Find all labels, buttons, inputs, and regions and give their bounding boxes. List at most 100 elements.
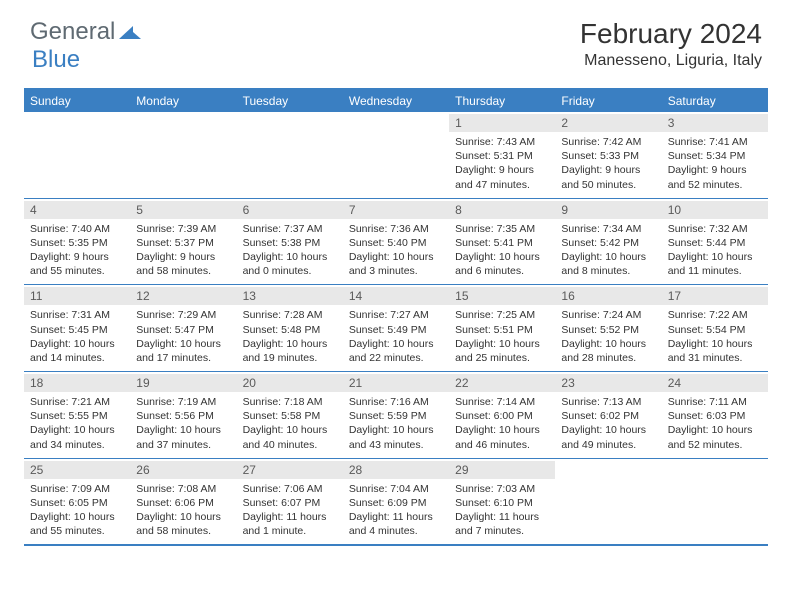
day-cell: 15Sunrise: 7:25 AMSunset: 5:51 PMDayligh… <box>449 285 555 371</box>
day-cell: 20 Sunrise: 7:18 AMSunset: 5:58 PMDayligh… <box>237 372 343 458</box>
day-number: 7 <box>343 201 449 219</box>
day-cell: 24 Sunrise: 7:11 AMSunset: 6:03 PMDayligh… <box>662 372 768 458</box>
sunrise-label: Sunrise: 7:16 AM <box>349 395 443 409</box>
day-info: Sunrise: 7:41 AMSunset: 5:34 PMDaylight:… <box>668 135 762 192</box>
dow-friday: Friday <box>555 90 661 112</box>
sunrise-label: Sunrise: 7:04 AM <box>349 482 443 496</box>
daylight-label: Daylight: 10 hours and 31 minutes. <box>668 337 762 365</box>
day-cell: 1 Sunrise: 7:43 AMSunset: 5:31 PMDaylight… <box>449 112 555 198</box>
daylight-label: Daylight: 10 hours and 0 minutes. <box>243 250 337 278</box>
day-cell: 19 Sunrise: 7:19 AMSunset: 5:56 PMDayligh… <box>130 372 236 458</box>
day-cell: 29Sunrise: 7:03 AMSunset: 6:10 PMDayligh… <box>449 459 555 545</box>
dow-saturday: Saturday <box>662 90 768 112</box>
sunrise-label: Sunrise: 7:27 AM <box>349 308 443 322</box>
sunset-label: Sunset: 5:51 PM <box>455 323 549 337</box>
daylight-label: Daylight: 11 hours and 4 minutes. <box>349 510 443 538</box>
sunrise-label: Sunrise: 7:39 AM <box>136 222 230 236</box>
day-info: Sunrise: 7:40 AMSunset: 5:35 PMDaylight:… <box>30 222 124 279</box>
day-cell <box>343 112 449 198</box>
day-number: 24 <box>662 374 768 392</box>
sunset-label: Sunset: 6:05 PM <box>30 496 124 510</box>
logo-blue-wrap: Blue <box>32 46 80 74</box>
sunrise-label: Sunrise: 7:42 AM <box>561 135 655 149</box>
day-info: Sunrise: 7:24 AMSunset: 5:52 PMDaylight:… <box>561 308 655 365</box>
day-info: Sunrise: 7:39 AMSunset: 5:37 PMDaylight:… <box>136 222 230 279</box>
day-number: 19 <box>130 374 236 392</box>
sunset-label: Sunset: 5:40 PM <box>349 236 443 250</box>
logo-text-general: General <box>30 18 115 46</box>
sunset-label: Sunset: 5:58 PM <box>243 409 337 423</box>
day-info: Sunrise: 7:34 AMSunset: 5:42 PMDaylight:… <box>561 222 655 279</box>
daylight-label: Daylight: 9 hours and 50 minutes. <box>561 163 655 191</box>
day-number: 16 <box>555 287 661 305</box>
day-info: Sunrise: 7:43 AMSunset: 5:31 PMDaylight:… <box>455 135 549 192</box>
sunset-label: Sunset: 5:35 PM <box>30 236 124 250</box>
sunset-label: Sunset: 5:31 PM <box>455 149 549 163</box>
day-number: 1 <box>449 114 555 132</box>
weeks-container: 1 Sunrise: 7:43 AMSunset: 5:31 PMDaylight… <box>24 112 768 544</box>
sunset-label: Sunset: 5:54 PM <box>668 323 762 337</box>
sunrise-label: Sunrise: 7:22 AM <box>668 308 762 322</box>
week-row: 25 Sunrise: 7:09 AMSunset: 6:05 PMDayligh… <box>24 458 768 545</box>
day-cell: 21Sunrise: 7:16 AMSunset: 5:59 PMDayligh… <box>343 372 449 458</box>
daylight-label: Daylight: 9 hours and 52 minutes. <box>668 163 762 191</box>
sunrise-label: Sunrise: 7:34 AM <box>561 222 655 236</box>
sunrise-label: Sunrise: 7:24 AM <box>561 308 655 322</box>
day-cell <box>555 459 661 545</box>
daylight-label: Daylight: 10 hours and 8 minutes. <box>561 250 655 278</box>
daylight-label: Daylight: 10 hours and 11 minutes. <box>668 250 762 278</box>
day-info: Sunrise: 7:11 AMSunset: 6:03 PMDaylight:… <box>668 395 762 452</box>
sunset-label: Sunset: 5:38 PM <box>243 236 337 250</box>
daylight-label: Daylight: 10 hours and 14 minutes. <box>30 337 124 365</box>
daylight-label: Daylight: 10 hours and 40 minutes. <box>243 423 337 451</box>
day-info: Sunrise: 7:06 AMSunset: 6:07 PMDaylight:… <box>243 482 337 539</box>
week-row: 11 Sunrise: 7:31 AMSunset: 5:45 PMDayligh… <box>24 284 768 371</box>
day-number: 20 <box>237 374 343 392</box>
day-number: 11 <box>24 287 130 305</box>
day-info: Sunrise: 7:29 AMSunset: 5:47 PMDaylight:… <box>136 308 230 365</box>
day-number: 17 <box>662 287 768 305</box>
day-info: Sunrise: 7:13 AMSunset: 6:02 PMDaylight:… <box>561 395 655 452</box>
sunset-label: Sunset: 5:41 PM <box>455 236 549 250</box>
daylight-label: Daylight: 10 hours and 19 minutes. <box>243 337 337 365</box>
day-info: Sunrise: 7:14 AMSunset: 6:00 PMDaylight:… <box>455 395 549 452</box>
week-row: 1 Sunrise: 7:43 AMSunset: 5:31 PMDaylight… <box>24 112 768 198</box>
day-info: Sunrise: 7:32 AMSunset: 5:44 PMDaylight:… <box>668 222 762 279</box>
daylight-label: Daylight: 9 hours and 47 minutes. <box>455 163 549 191</box>
daylight-label: Daylight: 10 hours and 37 minutes. <box>136 423 230 451</box>
day-cell: 5Sunrise: 7:39 AMSunset: 5:37 PMDaylight… <box>130 199 236 285</box>
day-info: Sunrise: 7:18 AMSunset: 5:58 PMDaylight:… <box>243 395 337 452</box>
day-info: Sunrise: 7:19 AMSunset: 5:56 PMDaylight:… <box>136 395 230 452</box>
sunset-label: Sunset: 6:07 PM <box>243 496 337 510</box>
day-number: 26 <box>130 461 236 479</box>
day-cell: 23 Sunrise: 7:13 AMSunset: 6:02 PMDayligh… <box>555 372 661 458</box>
day-number: 2 <box>555 114 661 132</box>
day-cell: 13Sunrise: 7:28 AMSunset: 5:48 PMDayligh… <box>237 285 343 371</box>
dow-wednesday: Wednesday <box>343 90 449 112</box>
day-number: 4 <box>24 201 130 219</box>
day-cell: 10Sunrise: 7:32 AMSunset: 5:44 PMDayligh… <box>662 199 768 285</box>
logo: General <box>30 18 143 46</box>
day-number: 23 <box>555 374 661 392</box>
day-info: Sunrise: 7:09 AMSunset: 6:05 PMDaylight:… <box>30 482 124 539</box>
day-cell: 2Sunrise: 7:42 AMSunset: 5:33 PMDaylight… <box>555 112 661 198</box>
sunset-label: Sunset: 5:55 PM <box>30 409 124 423</box>
sunset-label: Sunset: 6:10 PM <box>455 496 549 510</box>
day-info: Sunrise: 7:28 AMSunset: 5:48 PMDaylight:… <box>243 308 337 365</box>
day-info: Sunrise: 7:31 AMSunset: 5:45 PMDaylight:… <box>30 308 124 365</box>
dow-monday: Monday <box>130 90 236 112</box>
logo-triangle-small-icon <box>133 32 141 39</box>
day-number: 29 <box>449 461 555 479</box>
sunrise-label: Sunrise: 7:29 AM <box>136 308 230 322</box>
daylight-label: Daylight: 10 hours and 52 minutes. <box>668 423 762 451</box>
day-cell: 9Sunrise: 7:34 AMSunset: 5:42 PMDaylight… <box>555 199 661 285</box>
sunset-label: Sunset: 6:00 PM <box>455 409 549 423</box>
week-row: 4 Sunrise: 7:40 AMSunset: 5:35 PMDaylight… <box>24 198 768 285</box>
day-cell: 4 Sunrise: 7:40 AMSunset: 5:35 PMDaylight… <box>24 199 130 285</box>
day-number: 8 <box>449 201 555 219</box>
daylight-label: Daylight: 10 hours and 46 minutes. <box>455 423 549 451</box>
daylight-label: Daylight: 10 hours and 55 minutes. <box>30 510 124 538</box>
sunset-label: Sunset: 6:09 PM <box>349 496 443 510</box>
sunrise-label: Sunrise: 7:13 AM <box>561 395 655 409</box>
day-number: 25 <box>24 461 130 479</box>
